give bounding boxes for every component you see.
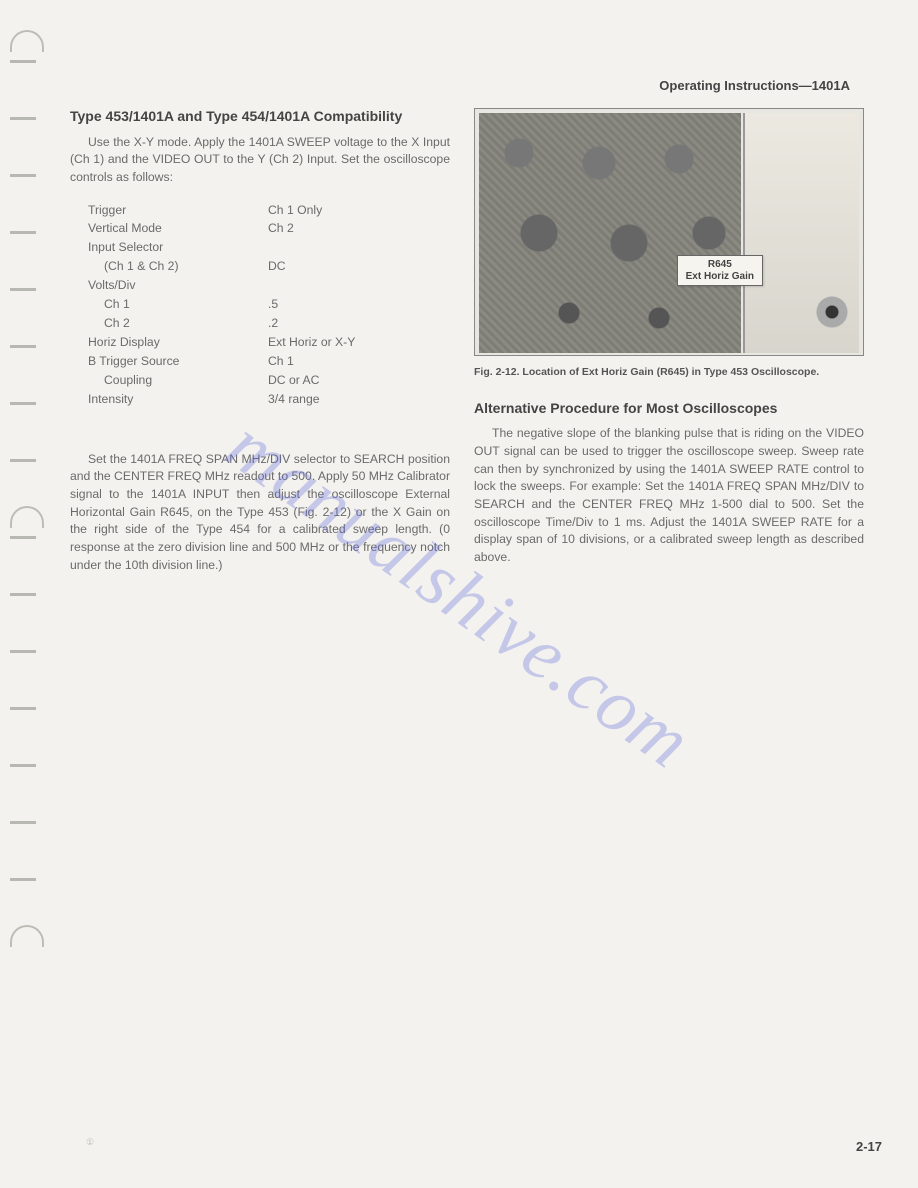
settings-row: Ch 2.2 [88, 314, 450, 333]
compat-title: Type 453/1401A and Type 454/1401A Compat… [70, 108, 450, 126]
figure-2-12: R645 Ext Horiz Gain Fig. 2-12. Location … [474, 108, 864, 380]
page-header: Operating Instructions—1401A [659, 78, 850, 93]
settings-value: .2 [268, 314, 450, 333]
page-content: Operating Instructions—1401A Type 453/14… [70, 60, 870, 584]
settings-label: Trigger [88, 201, 268, 220]
settings-label: Ch 2 [88, 314, 268, 333]
settings-value: Ext Horiz or X-Y [268, 333, 450, 352]
figure-callout: R645 Ext Horiz Gain [677, 255, 763, 286]
settings-value: Ch 2 [268, 219, 450, 238]
page-number: 2-17 [856, 1139, 882, 1154]
settings-row: Volts/Div [88, 276, 450, 295]
settings-label: (Ch 1 & Ch 2) [88, 257, 268, 276]
settings-value: Ch 1 Only [268, 201, 450, 220]
settings-row: CouplingDC or AC [88, 371, 450, 390]
settings-row: Ch 1.5 [88, 295, 450, 314]
settings-table: TriggerCh 1 Only Vertical ModeCh 2 Input… [88, 201, 450, 409]
settings-row: Horiz DisplayExt Horiz or X-Y [88, 333, 450, 352]
compat-intro: Use the X-Y mode. Apply the 1401A SWEEP … [70, 134, 450, 187]
settings-value: DC [268, 257, 450, 276]
settings-row: TriggerCh 1 Only [88, 201, 450, 220]
settings-label: Input Selector [88, 238, 268, 257]
settings-value [268, 238, 450, 257]
settings-label: Coupling [88, 371, 268, 390]
settings-label: Volts/Div [88, 276, 268, 295]
footer-mark: ① [86, 1137, 94, 1148]
left-column: Type 453/1401A and Type 454/1401A Compat… [70, 108, 450, 584]
settings-value: DC or AC [268, 371, 450, 390]
settings-label: Ch 1 [88, 295, 268, 314]
settings-value [268, 276, 450, 295]
settings-label: Horiz Display [88, 333, 268, 352]
pcb-photo [479, 113, 741, 353]
alt-title: Alternative Procedure for Most Oscillosc… [474, 400, 864, 418]
settings-row: (Ch 1 & Ch 2)DC [88, 257, 450, 276]
settings-row: Input Selector [88, 238, 450, 257]
right-column: R645 Ext Horiz Gain Fig. 2-12. Location … [474, 108, 864, 584]
settings-row: Vertical ModeCh 2 [88, 219, 450, 238]
figure-image: R645 Ext Horiz Gain [474, 108, 864, 356]
alt-para: The negative slope of the blanking pulse… [474, 425, 864, 567]
settings-label: B Trigger Source [88, 352, 268, 371]
settings-value: 3/4 range [268, 390, 450, 409]
callout-line1: R645 [686, 259, 754, 271]
settings-row: B Trigger SourceCh 1 [88, 352, 450, 371]
binding-marks [10, 40, 44, 1100]
settings-row: Intensity3/4 range [88, 390, 450, 409]
settings-value: .5 [268, 295, 450, 314]
callout-line2: Ext Horiz Gain [686, 271, 754, 283]
settings-label: Intensity [88, 390, 268, 409]
figure-caption: Fig. 2-12. Location of Ext Horiz Gain (R… [474, 366, 864, 380]
settings-value: Ch 1 [268, 352, 450, 371]
settings-label: Vertical Mode [88, 219, 268, 238]
compat-para2: Set the 1401A FREQ SPAN MHz/DIV selector… [70, 451, 450, 575]
panel-photo [743, 113, 859, 353]
